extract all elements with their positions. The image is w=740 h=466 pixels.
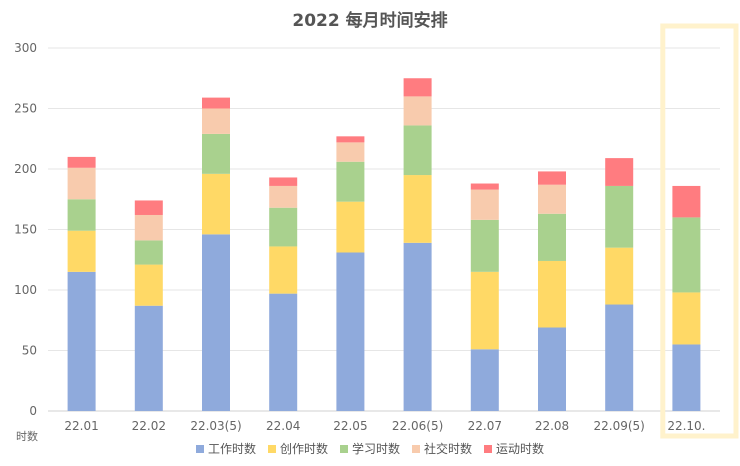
- bar-segment: [336, 142, 365, 162]
- bar-segment: [134, 214, 163, 241]
- highlight-box: [660, 23, 739, 439]
- y-axis-label: 时数: [16, 430, 38, 443]
- bar-segment: [134, 240, 163, 265]
- bar-segment: [403, 242, 432, 411]
- bar-segment: [134, 264, 163, 306]
- bar-segment: [403, 96, 432, 126]
- bar-segment: [470, 219, 499, 272]
- x-tick-label: 22.05: [333, 419, 367, 433]
- bar-segment: [672, 344, 701, 411]
- bar-segment: [202, 133, 230, 174]
- y-tick-label: 250: [14, 102, 37, 116]
- y-tick-label: 150: [14, 223, 37, 237]
- x-tick-label: 22.08: [535, 419, 569, 433]
- legend-item: 学习时数: [339, 440, 400, 457]
- bar-segment: [202, 108, 230, 134]
- x-tick-label: 22.02: [132, 419, 166, 433]
- bar-segment: [67, 230, 96, 272]
- legend-item: 工作时数: [195, 440, 256, 457]
- bar-segment: [605, 304, 634, 411]
- bar-segment: [336, 201, 365, 253]
- bar-segment: [470, 271, 499, 350]
- bar-segment: [269, 185, 298, 208]
- legend-swatch: [339, 445, 348, 453]
- x-tick-label: 22.01: [64, 419, 98, 433]
- legend-label: 运动时数: [496, 442, 545, 456]
- y-tick-label: 0: [29, 404, 37, 418]
- bar-segment: [269, 177, 298, 186]
- legend-swatch: [412, 445, 420, 453]
- x-tick-label: 22.10.: [667, 419, 705, 433]
- bar-segment: [605, 158, 634, 186]
- bar-segment: [403, 125, 432, 176]
- bar-segment: [269, 293, 298, 411]
- legend-label: 社交时数: [424, 442, 473, 456]
- bar-segment: [269, 207, 298, 247]
- bar-segment: [605, 247, 634, 305]
- y-tick-label: 200: [14, 162, 37, 176]
- bar-segment: [538, 260, 566, 328]
- x-tick-label: 22.07: [468, 419, 502, 433]
- x-tick-label: 22.06(5): [392, 419, 443, 433]
- bar-segment: [202, 234, 230, 411]
- y-tick-label: 300: [14, 41, 37, 55]
- bar-segment: [202, 97, 230, 109]
- bar-segment: [67, 199, 96, 231]
- bar-segment: [336, 161, 365, 202]
- legend-item: 创作时数: [267, 440, 328, 457]
- bar-segment: [403, 78, 432, 97]
- bar-segment: [538, 171, 566, 185]
- bar-segment: [134, 305, 163, 411]
- legend-swatch: [484, 445, 493, 453]
- bar-segment: [672, 292, 701, 345]
- bar-segment: [470, 183, 499, 190]
- bar-segment: [538, 327, 566, 411]
- bar-segment: [269, 246, 298, 294]
- bar-segment: [67, 156, 96, 168]
- bar-segment: [672, 217, 701, 293]
- legend: 工作时数 创作时数 学习时数 社交时数 运动时数: [0, 440, 740, 457]
- bar-segment: [470, 189, 499, 220]
- bar-segment: [67, 167, 96, 200]
- bar-segment: [605, 185, 634, 248]
- y-tick-label: 50: [22, 344, 37, 358]
- legend-label: 工作时数: [207, 442, 256, 456]
- x-tick-label: 22.09(5): [594, 419, 645, 433]
- bar-segment: [336, 136, 365, 143]
- x-tick-label: 22.03(5): [190, 419, 241, 433]
- bar-segment: [538, 213, 566, 261]
- legend-label: 学习时数: [351, 442, 400, 456]
- y-tick-label: 100: [14, 283, 37, 297]
- legend-item: 社交时数: [412, 440, 472, 457]
- bar-segment: [67, 271, 96, 411]
- x-tick-label: 22.04: [266, 419, 300, 433]
- bar-segment: [134, 200, 163, 215]
- bar-segment: [538, 184, 566, 214]
- bar-segment: [470, 349, 499, 411]
- legend-swatch: [195, 445, 204, 453]
- bar-segment: [336, 252, 365, 411]
- legend-label: 创作时数: [279, 442, 328, 456]
- legend-item: 运动时数: [484, 440, 544, 457]
- bar-segment: [403, 175, 432, 243]
- chart-title: 2022 每月时间安排: [292, 11, 448, 31]
- bar-segment: [672, 185, 701, 218]
- bar-segment: [202, 173, 230, 235]
- legend-swatch: [267, 445, 276, 453]
